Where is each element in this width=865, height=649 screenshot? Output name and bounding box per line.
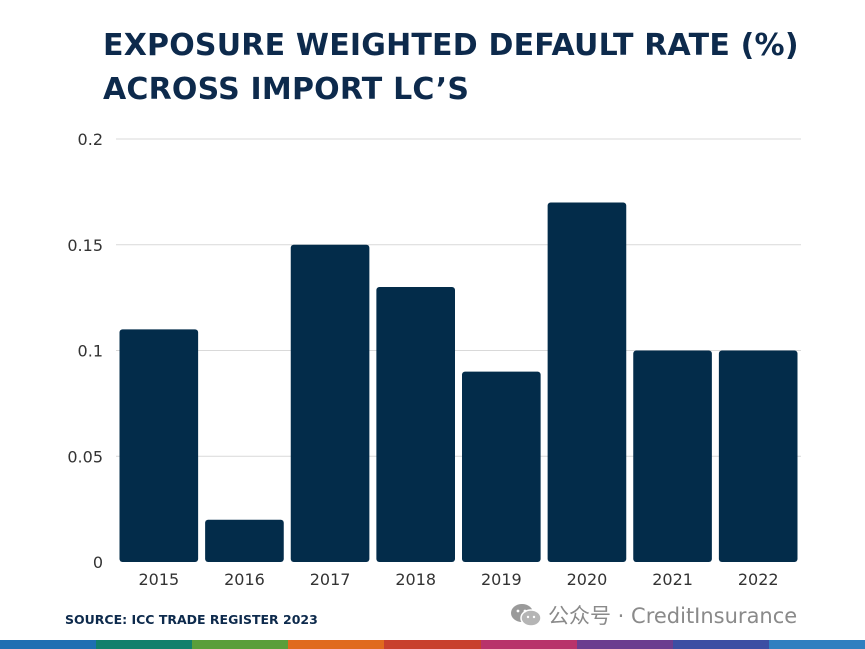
bar-2016 bbox=[205, 519, 284, 562]
x-tick-label: 2019 bbox=[481, 570, 522, 589]
y-tick-label: 0.15 bbox=[67, 236, 103, 255]
chart-title: EXPOSURE WEIGHTED DEFAULT RATE (%) ACROS… bbox=[103, 24, 823, 112]
x-tick-label: 2017 bbox=[310, 570, 351, 589]
color-stripe-segment bbox=[0, 640, 97, 649]
chart-title-line-1: EXPOSURE WEIGHTED DEFAULT RATE (%) bbox=[103, 28, 799, 63]
bar-chart: 0 0.05 0.1 0.15 0.2 2015 2016 2017 2018 2019 2020 2… bbox=[67, 130, 801, 589]
watermark-text: 公众号 · CreditInsurance bbox=[548, 604, 798, 628]
chart-title-line-2: ACROSS IMPORT LC’S bbox=[103, 72, 470, 107]
y-tick-label: 0 bbox=[93, 553, 103, 572]
color-stripe-segment bbox=[96, 640, 193, 649]
y-tick-label: 0.2 bbox=[78, 130, 103, 149]
bar-2018 bbox=[376, 287, 455, 562]
color-stripe-segment bbox=[384, 640, 481, 649]
y-tick-label: 0.1 bbox=[78, 342, 103, 361]
color-stripe-bar bbox=[0, 640, 865, 649]
watermark: 公众号 · CreditInsurance bbox=[510, 601, 797, 629]
color-stripe-segment bbox=[768, 640, 865, 649]
color-stripe-segment bbox=[480, 640, 577, 649]
x-tick-label: 2021 bbox=[652, 570, 693, 589]
x-tick-label: 2018 bbox=[395, 570, 436, 589]
bar-2020 bbox=[547, 202, 627, 562]
bar-2021 bbox=[633, 350, 712, 562]
color-stripe-segment bbox=[672, 640, 769, 649]
color-stripe-segment bbox=[288, 640, 385, 649]
x-tick-label: 2020 bbox=[567, 570, 608, 589]
color-stripe-segment bbox=[192, 640, 289, 649]
bar-2022 bbox=[718, 350, 798, 562]
wechat-icon bbox=[511, 604, 542, 627]
bar-2015 bbox=[119, 329, 199, 562]
color-stripe-segment bbox=[576, 640, 673, 649]
x-tick-label: 2022 bbox=[738, 570, 779, 589]
source-note: SOURCE: ICC TRADE REGISTER 2023 bbox=[65, 612, 318, 627]
bar-2017 bbox=[290, 244, 370, 562]
x-tick-label: 2016 bbox=[224, 570, 265, 589]
bar-2019 bbox=[462, 371, 541, 562]
y-tick-label: 0.05 bbox=[67, 447, 103, 466]
x-tick-label: 2015 bbox=[138, 570, 179, 589]
